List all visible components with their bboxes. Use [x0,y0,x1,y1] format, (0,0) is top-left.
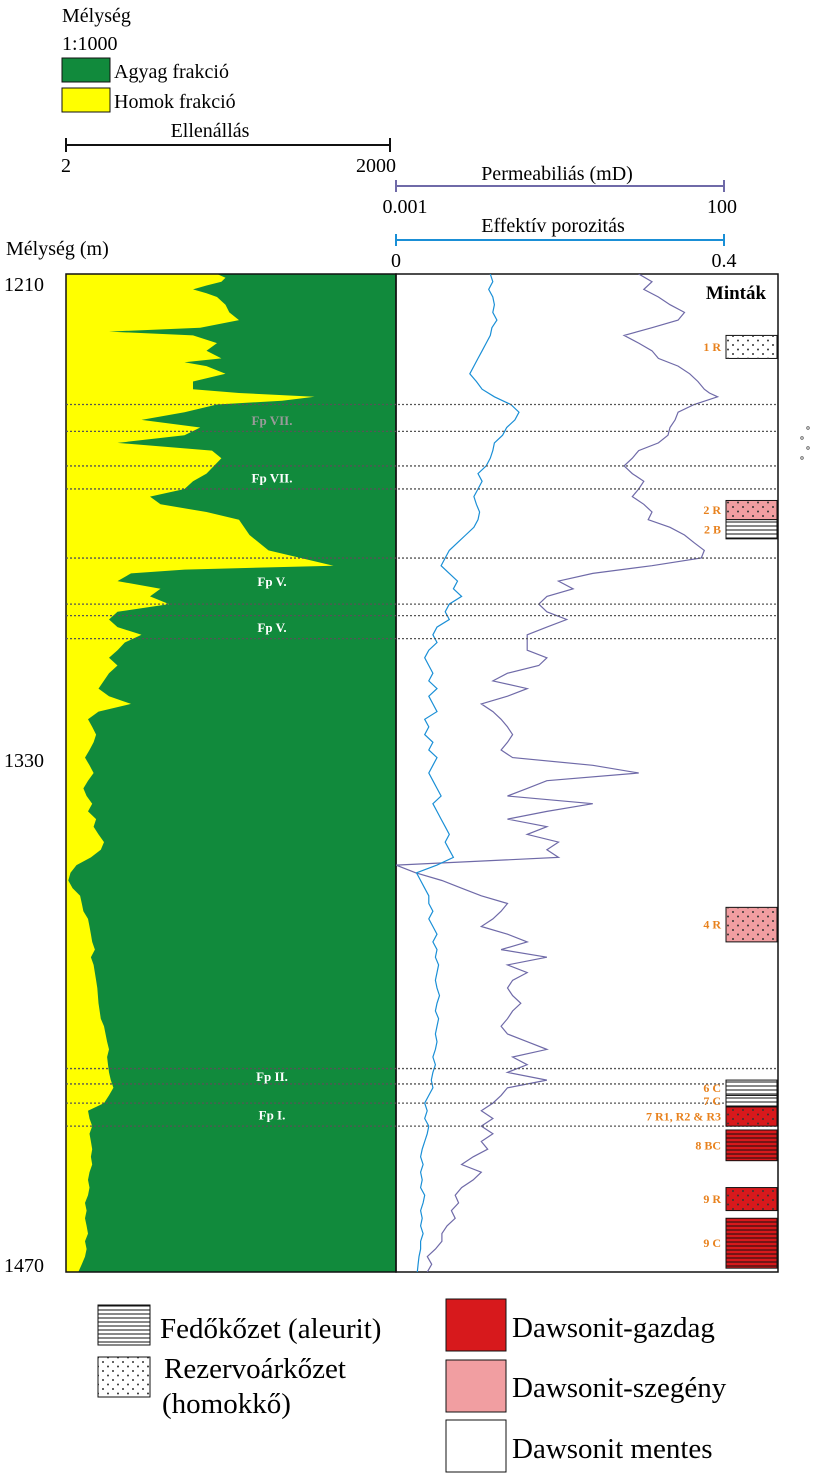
sample-pattern [726,1129,777,1161]
depth-tick-1210: 1210 [4,274,44,296]
sand-legend-label: Homok frakció [114,91,236,113]
zone-labels: Fp VII. Fp VII. Fp V. Fp V. Fp II. Fp I. [252,413,293,1123]
depth-axis-title: Mélység (m) [6,238,109,260]
cap-rock-swatch [97,1304,151,1346]
clay-swatch [61,57,111,83]
porosity-title: Effektív porozitás [481,215,625,237]
sample-label: 7 C [703,1094,721,1108]
samples-column: 1 R 2 R 2 B 4 R 6 C7 C 7 R1, R2 & R3 8 BC 9 R 9 … [646,334,778,1269]
sample-label: 6 C [703,1081,721,1095]
sand-swatch [61,87,111,113]
permeability-title: Permeabiliás (mD) [481,163,633,185]
zone-label: Fp V. [257,574,286,589]
sample-pattern [726,500,777,520]
header-depth-title: Mélység [62,5,131,27]
dawsonite-free-label: Dawsonit mentes [512,1433,713,1465]
porosity-curve [415,274,520,1272]
reservoir-label-2: (homokkő) [162,1388,291,1420]
sample-label: 9 C [703,1236,721,1250]
resistivity-min: 2 [61,155,71,177]
sample-pattern [726,519,777,539]
zone-label: Fp VII. [252,413,293,428]
sample-pattern [726,1095,777,1107]
sample-pattern [726,1106,777,1127]
dawsonite-poor-swatch [445,1359,507,1413]
edge-dots-icon [800,426,810,460]
sample-label: 1 R [703,340,721,354]
sample-pattern [726,335,777,359]
dawsonite-rich-swatch [445,1298,507,1352]
sample-label: 9 R [703,1192,721,1206]
sample-pattern [726,1218,777,1269]
sample-pattern [726,907,777,942]
depth-tick-1330: 1330 [4,750,44,772]
porosity-max: 0.4 [712,250,737,272]
clay-fill [68,274,396,1272]
reservoir-swatch [97,1356,151,1398]
sample-pattern [726,1187,777,1211]
dawsonite-free-swatch [445,1419,507,1473]
permeability-curve [396,274,720,1272]
clay-legend-label: Agyag frakció [114,61,229,83]
sample-label: 7 R1, R2 & R3 [646,1110,721,1124]
curves-track-frame [395,273,779,1273]
zone-label: Fp VII. [252,470,293,485]
sample-label: 2 B [704,522,721,536]
header-scale: 1:1000 [62,33,118,55]
sample-pattern [726,1080,777,1096]
sample-label: 2 R [703,503,721,517]
zone-lines [66,403,778,1127]
permeability-min: 0.001 [383,196,428,218]
zone-label: Fp I. [259,1108,286,1123]
lithology-track [66,274,396,1272]
depth-tick-1470: 1470 [4,1255,44,1277]
permeability-max: 100 [707,196,737,218]
sample-label: 4 R [703,918,721,932]
zone-label: Fp II. [256,1069,288,1084]
sample-label: 8 BC [695,1138,721,1152]
cap-rock-label: Fedőkőzet (aleurit) [160,1313,381,1345]
dawsonite-poor-label: Dawsonit-szegény [512,1372,727,1404]
reservoir-label-1: Rezervoárkőzet [164,1353,346,1385]
zone-label: Fp V. [257,620,286,635]
samples-title: Minták [706,283,767,304]
dawsonite-rich-label: Dawsonit-gazdag [512,1312,715,1344]
resistivity-title: Ellenállás [171,120,250,142]
resistivity-max: 2000 [356,155,396,177]
porosity-min: 0 [391,250,401,272]
